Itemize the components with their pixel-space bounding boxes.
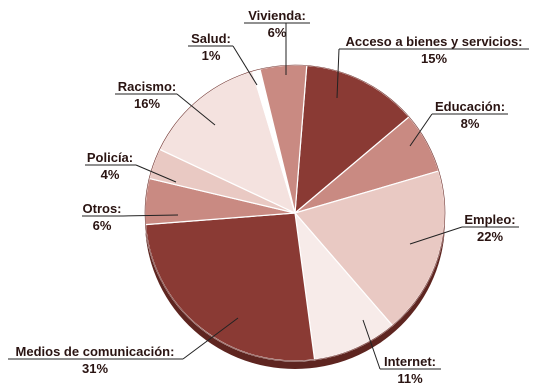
slice-percent-empleo: 22% (477, 229, 503, 244)
slice-label-empleo: Empleo: (464, 212, 515, 227)
slice-percent-otros: 6% (93, 218, 112, 233)
pie-label-acceso-a-bienes-y-servicios: Acceso a bienes y servicios: 15% (336, 34, 529, 99)
leader-line-internet (362, 319, 381, 370)
pie-slice-medios-de-comunicacion (144, 212, 316, 362)
slice-percent-vivienda: 6% (268, 25, 287, 40)
pie-outline (144, 64, 446, 362)
pie-label-medios-de-comunicacion: Medios de comunicación: 31% (8, 317, 239, 376)
pie-label-vivienda: Vivienda: 6% (244, 8, 310, 75)
pie-label-policia: Policía: 4% (85, 150, 177, 183)
pie-label-otros: Otros: 6% (82, 201, 179, 233)
slice-percent-salud: 1% (202, 48, 221, 63)
slice-label-racismo: Racismo: (118, 79, 177, 94)
pie-label-educacion: Educación: 8% (409, 99, 508, 147)
slice-percent-educacion: 8% (461, 116, 480, 131)
pie-label-internet: Internet: 11% (362, 319, 441, 386)
slice-label-educacion: Educación: (435, 99, 505, 114)
slice-percent-racismo: 16% (134, 96, 160, 111)
slice-label-acceso-a-bienes-y-servicios: Acceso a bienes y servicios: (345, 34, 522, 49)
leader-line-racismo (176, 93, 216, 126)
leader-line-acceso-a-bienes-y-servicios (336, 48, 340, 99)
leader-line-otros (122, 214, 179, 217)
slice-percent-medios-de-comunicacion: 31% (82, 361, 108, 376)
slice-percent-internet: 11% (397, 371, 423, 386)
pie-labels: Acceso a bienes y servicios: 15% Educación… (8, 8, 529, 386)
slice-label-medios-de-comunicacion: Medios de comunicación: (16, 344, 175, 359)
leader-line-educacion (409, 113, 433, 147)
pie-label-salud: Salud: 1% (188, 31, 258, 86)
slice-percent-policia: 4% (101, 167, 120, 182)
pie-label-racismo: Racismo: 16% (115, 79, 216, 126)
slice-percent-acceso-a-bienes-y-servicios: 15% (421, 51, 447, 66)
leader-line-salud (232, 45, 258, 86)
slice-label-vivienda: Vivienda: (248, 8, 306, 23)
leader-line-empleo (409, 226, 463, 245)
slice-label-salud: Salud: (191, 31, 231, 46)
leader-line-policia (135, 164, 177, 183)
slice-label-internet: Internet: (384, 354, 436, 369)
pie-slices (144, 64, 446, 362)
slice-label-otros: Otros: (83, 201, 122, 216)
slice-label-policia: Policía: (87, 150, 133, 165)
leader-line-medios-de-comunicacion (182, 317, 239, 360)
pie-label-empleo: Empleo: 22% (409, 212, 519, 245)
